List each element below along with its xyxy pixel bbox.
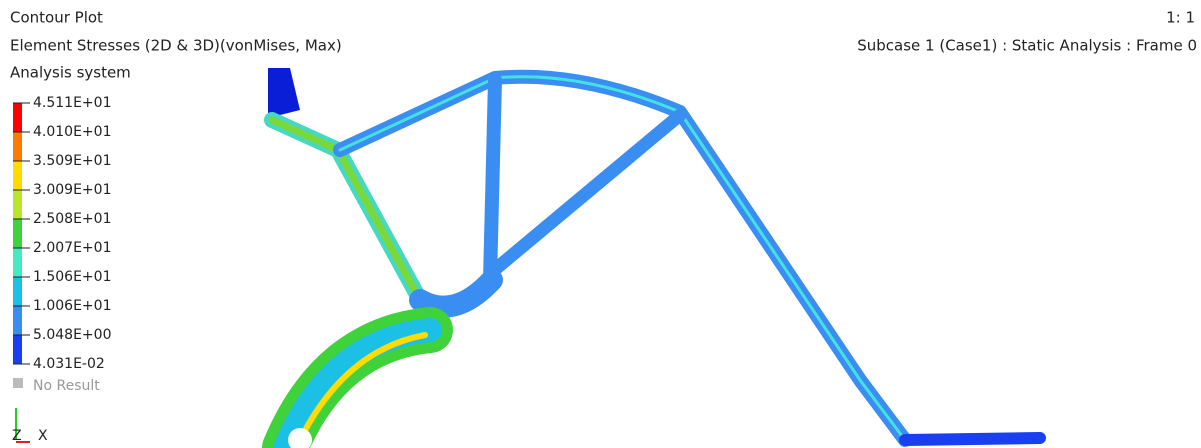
legend-band — [13, 132, 22, 161]
legend-label: 2.508E+01 — [33, 211, 111, 227]
legend-band — [13, 161, 22, 190]
legend-label: 2.007E+01 — [33, 240, 111, 256]
legend-label: 4.511E+01 — [33, 95, 111, 111]
legend-label: 4.010E+01 — [33, 124, 111, 140]
triad: Z X — [12, 408, 48, 444]
legend-label: 5.048E+00 — [33, 327, 111, 343]
legend-label: 3.009E+01 — [33, 182, 111, 198]
x-axis-label: X — [38, 428, 48, 444]
legend: 4.511E+01 4.010E+01 3.509E+01 3.009E+01 2.50… — [13, 95, 111, 372]
legend-label: 1.506E+01 — [33, 269, 111, 285]
contour-view: Contour Plot Element Stresses (2D & 3D)(… — [0, 0, 1201, 448]
legend-band — [13, 335, 22, 364]
legend-label: 4.031E-02 — [33, 356, 105, 372]
z-axis-label: Z — [12, 428, 22, 444]
model — [268, 68, 1040, 448]
subcase-label: Subcase 1 (Case1) : Static Analysis : Fr… — [857, 37, 1197, 55]
plot-title: Contour Plot — [10, 9, 103, 27]
legend-band — [13, 190, 22, 219]
legend-band — [13, 219, 22, 248]
no-result-swatch — [13, 378, 23, 388]
result-type: Element Stresses (2D & 3D)(vonMises, Max… — [10, 37, 342, 55]
legend-label: 1.006E+01 — [33, 298, 111, 314]
legend-label: 3.509E+01 — [33, 153, 111, 169]
legend-band — [13, 248, 22, 277]
system-label: Analysis system — [10, 64, 131, 82]
viewport: Contour Plot Element Stresses (2D & 3D)(… — [0, 0, 1201, 448]
legend-band — [13, 103, 22, 132]
legend-band — [13, 306, 22, 335]
legend-band — [13, 277, 22, 306]
no-result-label: No Result — [33, 378, 100, 394]
scale-label: 1: 1 — [1166, 9, 1195, 27]
